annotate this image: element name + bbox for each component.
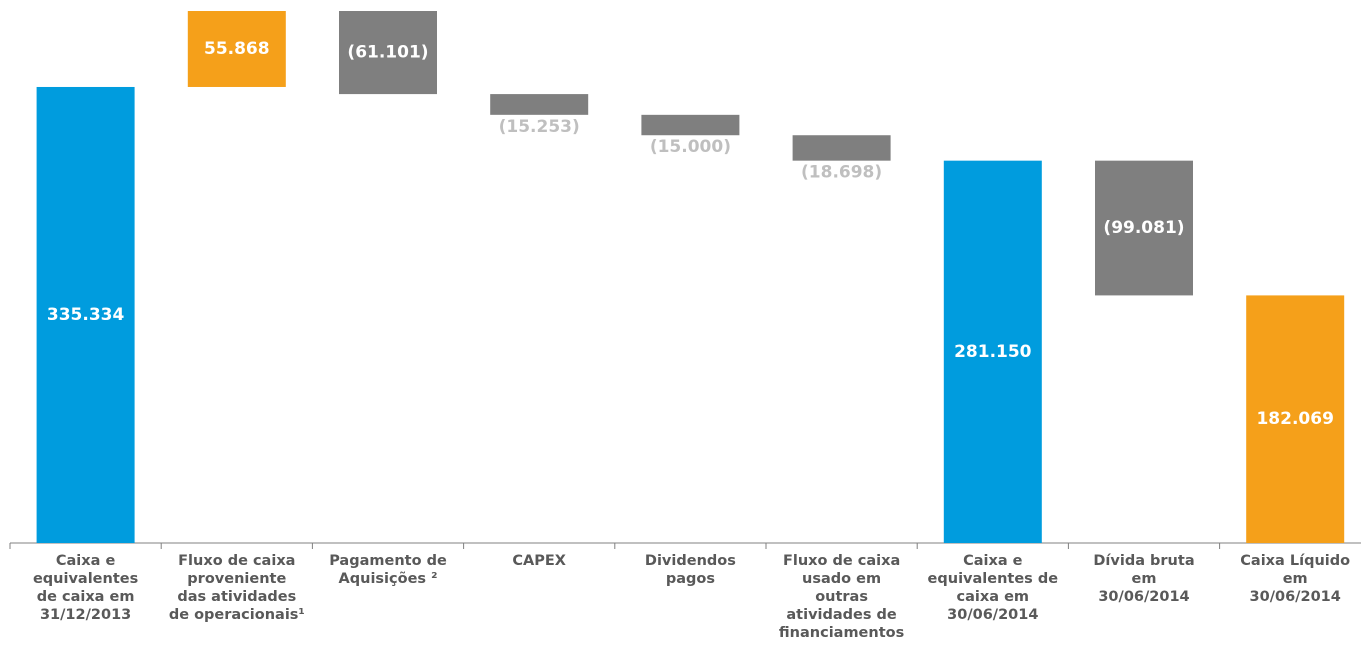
value-label: (99.081) xyxy=(1103,218,1184,238)
value-label: (15.253) xyxy=(499,117,580,137)
value-label: 55.868 xyxy=(204,39,270,59)
bar xyxy=(339,11,437,95)
x-tick-label: Caixa e equivalentes de caixa em 30/06/2… xyxy=(927,553,1059,623)
x-tick-label: Dividendos pagos xyxy=(644,553,736,587)
value-label: 182.069 xyxy=(1256,409,1333,429)
x-tick-label: Caixa e equivalentes de caixa em 31/12/2… xyxy=(32,553,139,623)
value-label: 281.150 xyxy=(954,342,1032,362)
x-tick-label: CAPEX xyxy=(512,553,566,569)
value-label: (61.101) xyxy=(347,43,428,63)
value-label: 335.334 xyxy=(47,305,125,325)
bar xyxy=(1246,295,1345,543)
bar xyxy=(641,114,740,136)
bar xyxy=(792,135,891,161)
x-tick-label: Pagamento de Aquisições ² xyxy=(329,553,447,587)
bar xyxy=(943,160,1042,543)
x-tick-label: Fluxo de caixa proveniente das atividade… xyxy=(168,553,305,623)
bar xyxy=(1095,160,1193,296)
x-tick-label: Fluxo de caixa usado em outras atividade… xyxy=(778,553,905,641)
bar xyxy=(187,11,286,87)
bar xyxy=(36,86,135,543)
value-label: (18.698) xyxy=(801,163,882,183)
x-tick-label: Caixa Líquido em 30/06/2014 xyxy=(1240,553,1351,605)
value-label: (15.000) xyxy=(650,137,731,157)
bar xyxy=(490,94,589,115)
x-tick-label: Dívida bruta em 30/06/2014 xyxy=(1093,553,1195,605)
